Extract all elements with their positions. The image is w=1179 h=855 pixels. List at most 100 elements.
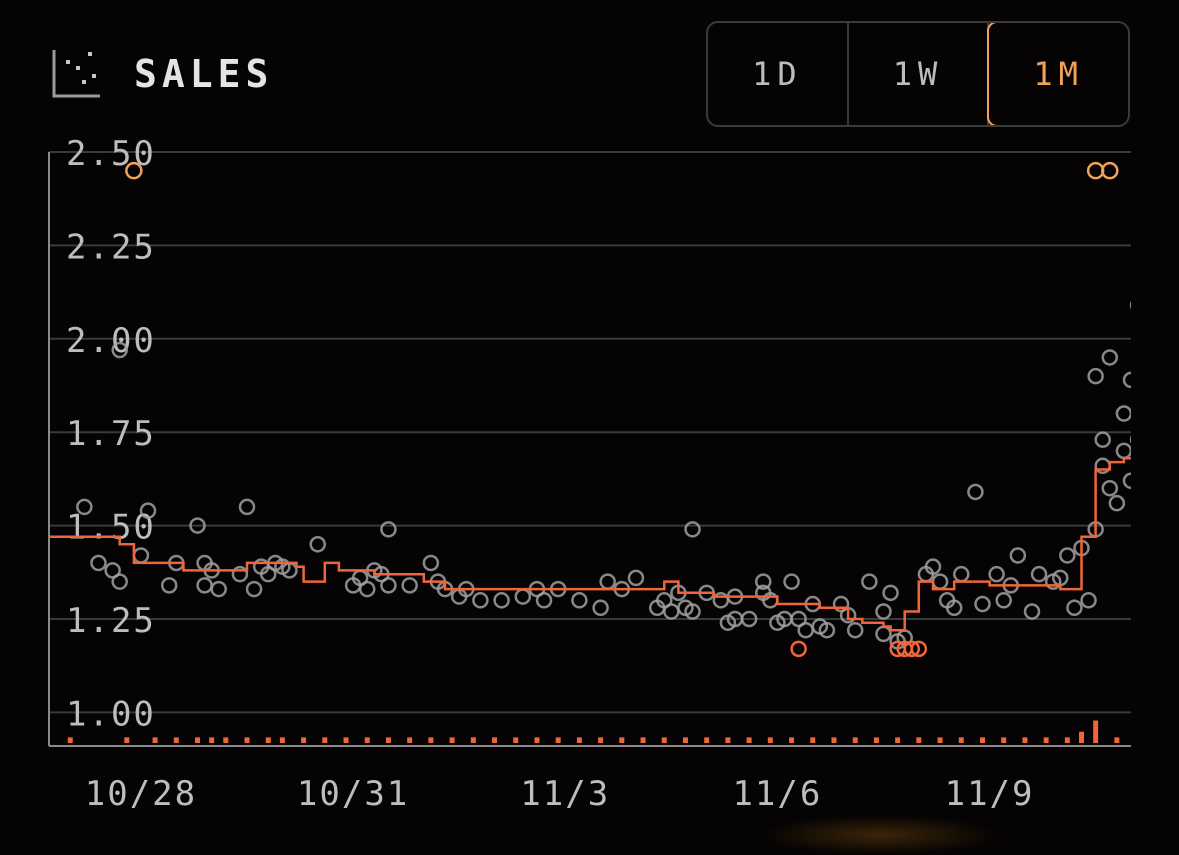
volume-bars — [67, 653, 1162, 743]
sale-point — [1101, 349, 1119, 366]
sale-point — [1009, 547, 1027, 564]
volume-bar — [1150, 737, 1155, 743]
x-axis-labels: 10/28 10/31 11/3 11/6 11/9 — [85, 774, 1033, 814]
plot-area — [49, 161, 1166, 743]
sale-point — [627, 569, 645, 587]
low-sale-point — [910, 640, 928, 658]
time-range-selector: 1D 1W 1M — [706, 21, 1130, 127]
volume-bar — [555, 737, 561, 743]
sale-point — [160, 577, 178, 594]
y-tick-label: 1.25 — [66, 601, 156, 641]
volume-bar — [385, 737, 391, 743]
sale-point — [111, 341, 128, 359]
range-1d-button[interactable]: 1D — [708, 23, 849, 125]
sale-point — [472, 592, 489, 609]
y-tick-label: 1.00 — [66, 694, 156, 734]
volume-bar — [916, 737, 922, 743]
volume-bar — [725, 737, 731, 743]
sale-point — [309, 536, 326, 553]
y-tick-label: 2.50 — [66, 134, 156, 174]
range-1m-button[interactable]: 1M — [987, 23, 1128, 125]
sale-point — [493, 592, 510, 609]
volume-bar — [244, 737, 250, 743]
low-sale-point — [790, 640, 807, 658]
volume-bar — [852, 737, 858, 743]
volume-bar — [746, 737, 752, 743]
sale-point — [1023, 603, 1041, 620]
sale-point — [875, 625, 892, 643]
sale-point — [1145, 451, 1159, 465]
sale-point — [358, 580, 376, 598]
volume-bar — [364, 737, 370, 743]
y-tick-label: 2.25 — [66, 227, 156, 267]
sale-point — [931, 573, 949, 590]
sale-point — [599, 573, 616, 590]
sale-point — [988, 565, 1005, 583]
volume-bar — [598, 737, 604, 743]
volume-bar — [67, 737, 73, 743]
price-line — [49, 457, 1131, 632]
high-sale-point — [125, 161, 143, 180]
sale-point — [76, 498, 93, 516]
volume-bar — [223, 737, 229, 743]
sale-point — [1122, 472, 1131, 490]
volume-bar — [1001, 737, 1007, 743]
sale-point — [974, 595, 991, 613]
sale-point — [924, 558, 942, 575]
sales-chart: 1.001.251.501.752.002.252.50 10/28 10/31 1… — [48, 134, 1166, 814]
volume-bar — [1022, 737, 1028, 743]
low-sale-point — [903, 640, 921, 658]
volume-bar — [810, 737, 816, 743]
sale-point — [967, 483, 984, 501]
scatter-chart-icon — [52, 50, 100, 98]
volume-bar — [449, 737, 455, 743]
volume-bar — [195, 737, 201, 743]
sale-point — [1152, 350, 1166, 364]
sale-point — [1138, 294, 1152, 308]
sale-point — [1152, 444, 1166, 458]
sale-point — [422, 554, 440, 572]
sale-point — [535, 592, 553, 609]
sale-point — [1138, 489, 1152, 503]
sale-point — [1129, 435, 1131, 444]
volume-bar — [1064, 737, 1070, 743]
high-sale-point — [1101, 161, 1119, 180]
volume-bar — [1157, 653, 1162, 743]
range-1w-button[interactable]: 1W — [849, 23, 990, 125]
volume-bar — [958, 737, 964, 743]
sale-point — [1059, 547, 1076, 564]
sale-point — [571, 592, 588, 609]
sale-point — [1145, 407, 1159, 421]
y-axis-labels: 1.001.251.501.752.002.252.50 — [66, 134, 156, 734]
sale-point — [380, 521, 397, 538]
volume-bar — [124, 737, 130, 743]
sale-points — [76, 194, 1166, 650]
volume-bar — [789, 737, 795, 743]
volume-bar — [301, 737, 307, 743]
grid-lines — [49, 151, 1131, 714]
sale-point — [684, 603, 701, 620]
volume-bar — [937, 737, 943, 743]
sale-point — [861, 573, 878, 590]
volume-bar — [279, 737, 285, 743]
volume-bar — [873, 737, 879, 743]
volume-bar — [173, 737, 179, 743]
sale-point — [1066, 599, 1083, 617]
volume-bar — [1078, 731, 1084, 743]
sale-point — [132, 547, 150, 564]
volume-bar — [979, 737, 985, 743]
sale-point — [1108, 494, 1126, 512]
sale-point — [196, 577, 213, 594]
volume-bar — [470, 737, 476, 743]
volume-bar — [1093, 720, 1099, 743]
sale-point — [1115, 442, 1131, 460]
sale-point — [231, 565, 249, 583]
sale-point — [210, 580, 227, 598]
volume-bar — [265, 737, 271, 743]
sale-point — [1152, 194, 1166, 208]
sale-point — [245, 580, 263, 598]
sale-point — [139, 502, 157, 519]
sale-point — [945, 599, 963, 617]
volume-bar — [322, 737, 328, 743]
page-title: SALES — [134, 52, 274, 96]
